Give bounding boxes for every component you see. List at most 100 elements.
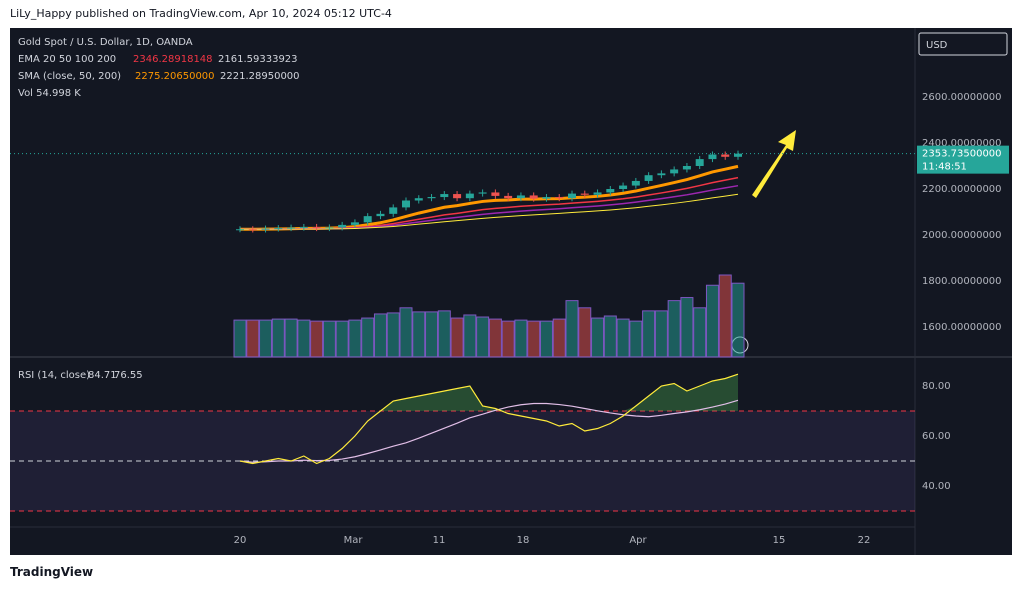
- price-tick-label: 2200.00000000: [922, 184, 1002, 195]
- price-tick-label: 1600.00000000: [922, 322, 1002, 333]
- volume-bar: [488, 318, 502, 358]
- date-label: 20: [234, 535, 247, 546]
- rsi-tick-label: 60.00: [922, 431, 951, 442]
- candle-body: [580, 193, 589, 195]
- volume-bar: [552, 318, 566, 358]
- volume-bar: [629, 320, 643, 358]
- candle-body: [631, 180, 640, 186]
- legend-sma-value: 2221.28950000: [220, 71, 300, 82]
- candle-body: [491, 192, 500, 196]
- volume-bar: [718, 274, 732, 358]
- rsi-label: RSI (14, close): [18, 370, 90, 381]
- candle-body: [555, 197, 564, 199]
- candle-body: [708, 154, 717, 160]
- countdown: 11:48:51: [922, 162, 967, 173]
- volume-bar: [565, 300, 579, 358]
- candle-body: [529, 195, 538, 199]
- candle-body: [414, 198, 423, 201]
- candle-body: [465, 193, 474, 199]
- legend-vol: Vol 54.998 K: [18, 88, 81, 99]
- rsi-fill: [240, 374, 738, 411]
- candle-body: [287, 227, 296, 229]
- candle-body: [274, 228, 283, 230]
- volume-bar: [361, 317, 375, 358]
- chart-panel: [10, 28, 1012, 555]
- date-label: 15: [773, 535, 786, 546]
- currency-button[interactable]: [918, 32, 1008, 56]
- moving-average: [239, 193, 739, 230]
- price-label-bg: [917, 145, 1009, 174]
- candle-body: [453, 194, 462, 199]
- volume-bar: [539, 320, 553, 358]
- date-label: Mar: [344, 535, 364, 546]
- volume-bar: [527, 320, 541, 358]
- candle-body: [261, 228, 270, 230]
- volume-bar: [386, 312, 400, 358]
- rsi-line: [239, 373, 739, 465]
- candle-body: [299, 226, 308, 228]
- rsi-tick-label: 40.00: [922, 481, 951, 492]
- volume-bar: [437, 310, 451, 358]
- candle-body: [363, 216, 372, 223]
- volume-bar: [654, 310, 668, 358]
- volume-bar: [310, 320, 324, 358]
- candle-body: [657, 173, 666, 176]
- price-tick-label: 2600.00000000: [922, 92, 1002, 103]
- candle-body: [542, 197, 551, 199]
- date-label: 18: [517, 535, 530, 546]
- legend-ema: EMA 20 50 100 200: [18, 54, 116, 65]
- volume-bar: [616, 318, 630, 358]
- candle-body: [682, 166, 691, 170]
- candle-body: [568, 193, 576, 199]
- volume-bar: [578, 307, 592, 358]
- price-tick-label: 1800.00000000: [922, 276, 1002, 287]
- currency[interactable]: USD: [926, 40, 948, 51]
- candle-body: [734, 153, 742, 157]
- price-tick-label: 2000.00000000: [922, 230, 1002, 241]
- rsi-value: 84.71: [88, 370, 117, 381]
- candle-body: [338, 224, 347, 228]
- candle-body: [619, 185, 628, 189]
- candle-body: [440, 194, 449, 198]
- footer: TradingView: [10, 565, 93, 579]
- legend-ema-value: 2346.28918148: [133, 54, 213, 65]
- candle-body: [402, 200, 410, 208]
- volume-bar: [322, 320, 336, 358]
- volume-bar: [297, 319, 311, 358]
- rsi-tick-label: 80.00: [922, 381, 951, 392]
- volume-bar: [731, 282, 745, 358]
- candle-body: [312, 226, 321, 229]
- volume-bar: [284, 318, 298, 358]
- volume-bar: [463, 314, 477, 358]
- candle-body: [644, 175, 653, 181]
- candle-body: [236, 229, 244, 231]
- candle-body: [516, 195, 525, 199]
- volume-bar: [680, 297, 694, 358]
- volume-bar: [603, 315, 617, 358]
- candle-body: [248, 229, 257, 231]
- volume-bar: [476, 316, 490, 358]
- date-label: 11: [433, 535, 446, 546]
- volume-bar: [335, 320, 349, 358]
- volume-bar: [233, 319, 247, 358]
- arrow: [752, 130, 796, 198]
- date-label: 22: [858, 535, 871, 546]
- candle-body: [721, 154, 730, 157]
- volume-bar: [642, 310, 656, 358]
- date-label: Apr: [629, 535, 647, 546]
- candle-body: [389, 207, 398, 214]
- candle-body: [427, 197, 436, 199]
- rsi-value: 76.55: [114, 370, 143, 381]
- header: LiLy_Happy published on TradingView.com,…: [10, 7, 392, 20]
- price-label: 2353.73500000: [922, 149, 1002, 160]
- volume-bar: [399, 307, 413, 358]
- volume-bar: [412, 311, 426, 358]
- volume-bar: [425, 311, 439, 358]
- volume-bar: [271, 318, 285, 358]
- candle-body: [670, 169, 679, 174]
- candle-body: [593, 192, 602, 195]
- volume-bar: [373, 313, 387, 358]
- legend-symbol: Gold Spot / U.S. Dollar, 1D, OANDA: [18, 37, 193, 48]
- legend-sma-value: 2275.20650000: [135, 71, 215, 82]
